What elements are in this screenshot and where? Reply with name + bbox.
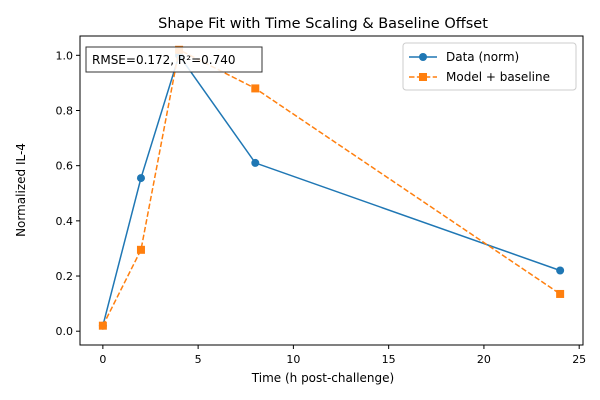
data-point <box>98 321 107 330</box>
series-line <box>102 48 561 327</box>
y-tick-label: 0.2 <box>56 270 74 283</box>
x-tick-label: 10 <box>286 353 300 366</box>
series-1 <box>98 51 565 330</box>
x-tick-label: 5 <box>195 353 202 366</box>
x-tick-label: 25 <box>572 353 586 366</box>
x-axis-label: Time (h post-challenge) <box>251 371 394 385</box>
legend-label: Model + baseline <box>446 70 550 84</box>
y-tick-label: 1.0 <box>56 49 74 62</box>
x-axis: 0 5 10 15 20 25 <box>99 345 586 366</box>
y-tick-label: 0.6 <box>56 160 74 173</box>
y-tick-label: 0.0 <box>56 325 74 338</box>
legend-marker <box>419 73 427 81</box>
data-point <box>556 266 565 275</box>
y-axis: 0.0 0.2 0.4 0.6 0.8 1.0 <box>56 49 80 338</box>
annotation-box: RMSE=0.172, R²=0.740 <box>85 46 263 73</box>
x-tick-label: 0 <box>99 353 106 366</box>
annotation-text: RMSE=0.172, R²=0.740 <box>92 53 235 67</box>
y-tick-label: 0.8 <box>56 104 74 117</box>
legend: Data (norm) Model + baseline <box>402 42 577 91</box>
y-tick-label: 0.4 <box>56 215 74 228</box>
chart-title: Shape Fit with Time Scaling & Baseline O… <box>158 16 488 32</box>
data-point <box>136 174 145 183</box>
legend-label: Data (norm) <box>446 50 519 64</box>
legend-marker <box>419 53 427 61</box>
data-point <box>556 289 565 298</box>
data-point <box>251 158 260 167</box>
series-line <box>102 53 561 326</box>
x-tick-label: 20 <box>477 353 491 366</box>
axes-frame <box>79 35 584 346</box>
x-tick-label: 15 <box>382 353 396 366</box>
y-axis-label: Normalized IL-4 <box>14 143 28 237</box>
data-point <box>136 245 145 254</box>
data-point <box>251 84 260 93</box>
